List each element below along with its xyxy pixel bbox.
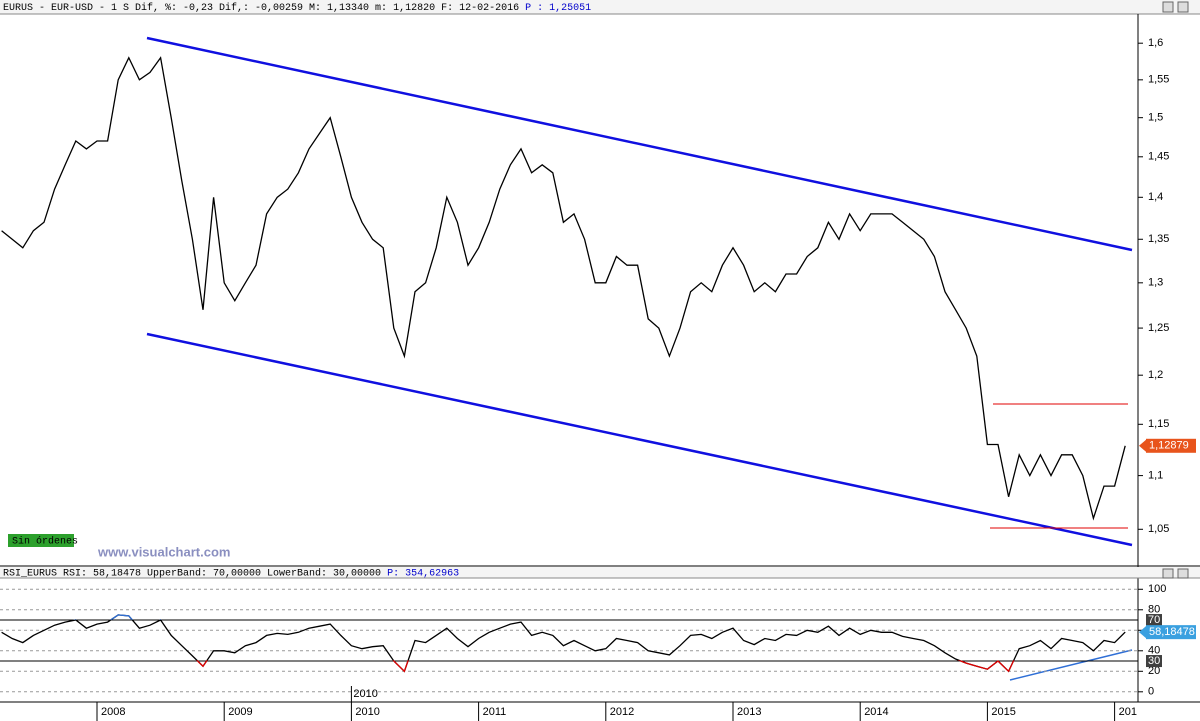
- y-tick-label: 1,1: [1148, 470, 1163, 482]
- band-label-box: [1146, 655, 1162, 668]
- y-tick-label: 100: [1148, 583, 1166, 595]
- scroll-down-button[interactable]: [1177, 1, 1189, 13]
- rsi-scroll-down[interactable]: [1177, 568, 1189, 579]
- x-tick-label: 201: [1119, 706, 1137, 718]
- series-line: [1, 614, 1126, 673]
- price-group: [1, 56, 1126, 521]
- rsi-header-text: RSI_EURUS RSI: 58,18478 UpperBand: 70,00…: [3, 568, 381, 580]
- x-tick-label: 2012: [610, 706, 634, 718]
- x-tick-label: 2008: [101, 706, 125, 718]
- y-tick-label: 1,05: [1148, 523, 1169, 535]
- x-tick-label: 2011: [483, 706, 507, 718]
- band-label: 30: [1148, 655, 1160, 667]
- y-tick-label: 0: [1148, 686, 1154, 698]
- x-tick-label: 2013: [737, 706, 761, 718]
- scroll-up-button[interactable]: [1162, 1, 1174, 13]
- y-tick-label: 1,25: [1148, 322, 1169, 334]
- header-text: EURUS - EUR-USD - 1 S Dif, %: -0,23 Dif,…: [3, 2, 519, 14]
- band-label: 70: [1148, 614, 1160, 626]
- last-box: [1146, 625, 1196, 640]
- last-marker: [1139, 439, 1146, 452]
- header-bar: [0, 0, 1200, 14]
- y-tick-label: 80: [1148, 604, 1160, 616]
- y-tick-label: 1,2: [1148, 369, 1163, 381]
- header-price: P : 1,25051: [525, 3, 591, 14]
- x-tick-label: 2014: [864, 706, 888, 718]
- x-tick-label: 2009: [228, 706, 252, 718]
- band-label-box: [1146, 614, 1162, 627]
- y-tick-label: 1,5: [1148, 112, 1163, 124]
- last-marker: [1139, 626, 1146, 639]
- upper-channel-line: [146, 36, 1133, 252]
- rsi-trend-line: [1009, 649, 1133, 681]
- y-tick-label: 1,55: [1148, 74, 1169, 86]
- y-tick-label: 1,4: [1148, 191, 1163, 203]
- series-line: [1, 56, 1126, 521]
- orders-badge[interactable]: [8, 534, 74, 547]
- y-tick-label: 40: [1148, 645, 1160, 657]
- orders-badge-text: Sin órdenes: [12, 536, 78, 548]
- rsi-scroll-up[interactable]: [1162, 568, 1174, 579]
- rsi-header-price: P: 354,62963: [387, 569, 459, 580]
- chart-layer: 1,05 1,1 1,15 1,2 1,25 1,3 1,35 1,4 1,45 1,5 1,55 1…: [0, 37, 1196, 721]
- x-tick-label: 2015: [991, 706, 1015, 718]
- last-box: [1146, 438, 1196, 453]
- y-tick-label: 1,15: [1148, 418, 1169, 430]
- lower-channel-line: [146, 332, 1133, 547]
- y-tick-label: 20: [1148, 665, 1160, 677]
- watermark: www.visualchart.com: [97, 544, 230, 559]
- y-tick-label: 1,3: [1148, 277, 1163, 289]
- x-tick-label: 2010: [355, 706, 379, 718]
- last-label: 58,18478: [1149, 626, 1195, 638]
- x-tick-label: 2010: [353, 688, 377, 700]
- y-tick-label: 1,6: [1148, 37, 1163, 49]
- y-tick-label: 1,35: [1148, 233, 1169, 245]
- y-tick-label: 1,45: [1148, 151, 1169, 163]
- last-label: 1,12879: [1149, 440, 1189, 452]
- rsi-header-bar: [0, 567, 1200, 578]
